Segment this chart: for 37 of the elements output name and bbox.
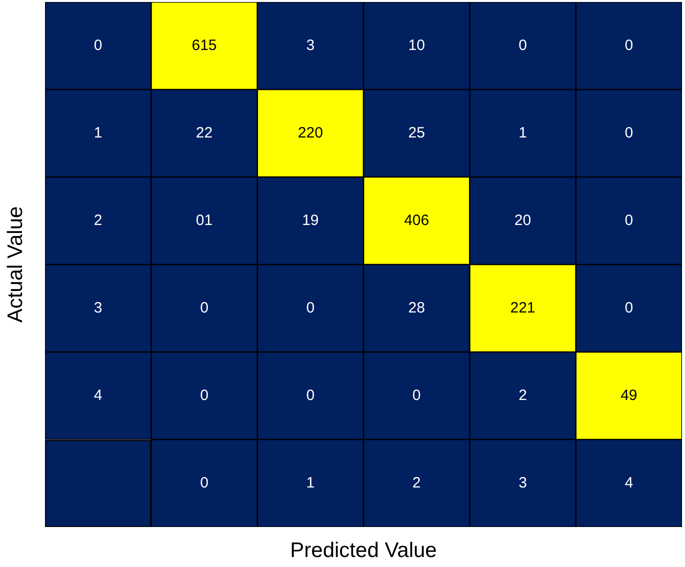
data-label: 49 (620, 386, 638, 404)
data-label: 28 (408, 299, 425, 316)
data-label: 25 (408, 124, 425, 142)
data-label: 406 (404, 212, 430, 229)
data-label: 615 (192, 36, 217, 54)
y-tick-label: 3 (94, 299, 102, 316)
data-label: 0 (624, 299, 634, 316)
data-label: 1 (518, 124, 527, 142)
data-label: 0 (624, 36, 634, 54)
data-label: 0 (412, 386, 421, 404)
data-label: 22 (196, 124, 213, 142)
y-tick-label: 0 (94, 36, 102, 54)
data-label: 01 (196, 212, 213, 229)
data-label: 0 (624, 124, 634, 142)
data-label: 0 (624, 212, 634, 229)
data-label: 221 (510, 299, 536, 316)
x-axis-title: Predicted Value (290, 538, 437, 562)
y-axis-title: Actual Value (4, 206, 27, 323)
data-label: 20 (514, 212, 532, 229)
x-tick-label: 0 (200, 474, 208, 492)
y-tick-label: 4 (94, 386, 102, 404)
x-tick-label: 2 (412, 474, 421, 492)
data-label: 0 (518, 36, 527, 54)
x-tick-label: 3 (518, 474, 527, 492)
data-label: 0 (200, 299, 208, 316)
data-label: 19 (302, 212, 319, 229)
data-label: 220 (298, 124, 323, 142)
data-label: 0 (306, 386, 315, 404)
data-label: 10 (408, 36, 425, 54)
data-label: 3 (306, 36, 315, 54)
data-label: 0 (200, 386, 208, 404)
x-tick-label: 4 (624, 474, 634, 492)
y-tick-label: 1 (94, 124, 102, 142)
y-tick-label: 2 (94, 212, 102, 229)
data-label: 0 (306, 299, 315, 316)
data-label: 2 (518, 386, 527, 404)
x-tick-label: 1 (306, 474, 315, 492)
